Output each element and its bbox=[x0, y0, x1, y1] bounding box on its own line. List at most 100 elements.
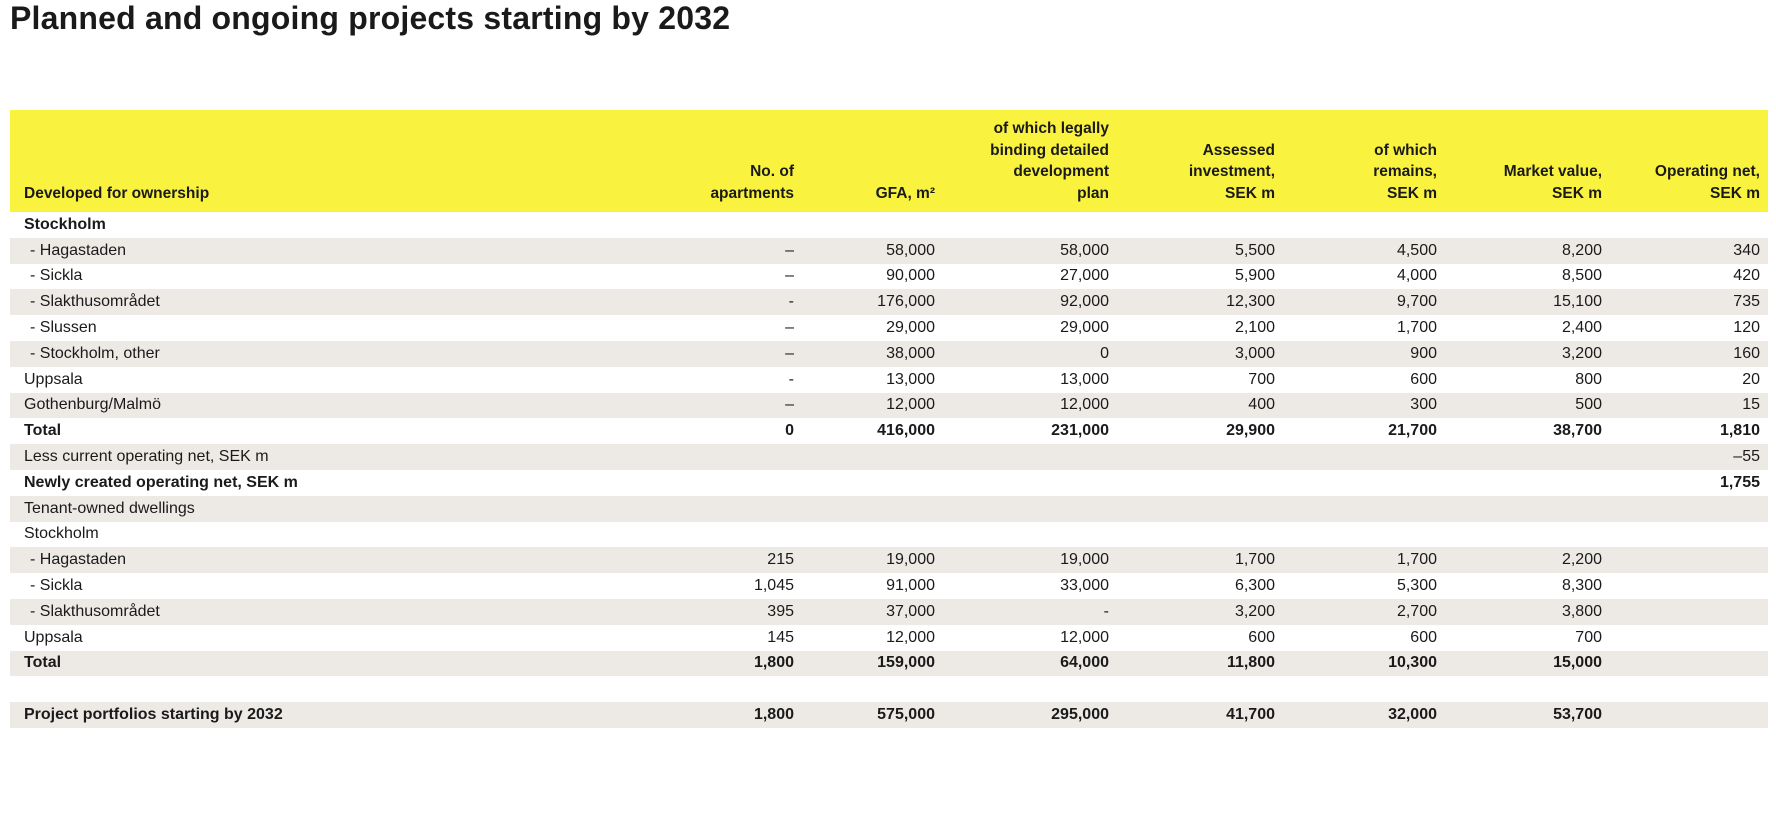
cell-of-which-remains: 600 bbox=[1410, 628, 1437, 646]
row-label: - Slussen bbox=[30, 319, 97, 337]
table-row: - Hagastaden 215 19,000 19,000 1,700 1,700 2,2… bbox=[10, 547, 1768, 574]
cell-legally-binding-plan bbox=[943, 496, 1117, 522]
cell-assessed-investment: 600 bbox=[1248, 628, 1275, 646]
table-row: - Stockholm, other – 38,000 0 3,000 900 3,200 1… bbox=[10, 340, 1768, 367]
cell-legally-binding-plan bbox=[943, 444, 1117, 470]
cell-legally-binding-plan: 19,000 bbox=[1060, 551, 1109, 569]
cell-gfa-m2: 91,000 bbox=[886, 577, 935, 595]
cell-gfa-m2 bbox=[802, 496, 943, 522]
cell-assessed-investment: 6,300 bbox=[1234, 577, 1275, 595]
table-row bbox=[10, 676, 1768, 702]
cell-assessed-investment: 2,100 bbox=[1234, 319, 1275, 337]
cell-legally-binding-plan bbox=[943, 522, 1117, 548]
cell-legally-binding-plan: 33,000 bbox=[1060, 577, 1109, 595]
cell-of-which-remains: 4,500 bbox=[1396, 241, 1437, 259]
cell-legally-binding-plan: 64,000 bbox=[1060, 654, 1109, 672]
cell-assessed-investment: 3,000 bbox=[1234, 344, 1275, 362]
table-row: Tenant-owned dwellings bbox=[10, 495, 1768, 522]
cell-gfa-m2: 58,000 bbox=[886, 241, 935, 259]
cell-of-which-remains bbox=[1283, 444, 1445, 470]
cell-market-value bbox=[1445, 676, 1610, 702]
cell-gfa-m2: 29,000 bbox=[886, 319, 935, 337]
cell-no-of-apartments: – bbox=[785, 267, 794, 285]
cell-of-which-remains: 900 bbox=[1410, 344, 1437, 362]
column-header-developed-for-ownership: Developed for ownership bbox=[10, 110, 648, 212]
cell-market-value: 38,700 bbox=[1553, 422, 1602, 440]
column-header-operating-net: Operating net, SEK m bbox=[1610, 110, 1768, 212]
cell-operating-net bbox=[1610, 599, 1768, 625]
row-label: Total bbox=[24, 422, 62, 440]
table-row: Total 0 416,000 231,000 29,900 21,700 38,700 1,… bbox=[10, 418, 1768, 444]
row-label: Stockholm bbox=[24, 525, 99, 543]
row-label: - Sickla bbox=[30, 267, 83, 285]
cell-assessed-investment bbox=[1117, 470, 1283, 496]
column-header-assessed-investment: Assessed investment, SEK m bbox=[1117, 110, 1283, 212]
cell-operating-net bbox=[1610, 573, 1768, 599]
cell-legally-binding-plan bbox=[943, 676, 1117, 702]
cell-no-of-apartments: 145 bbox=[767, 628, 794, 646]
row-label: - Stockholm, other bbox=[30, 344, 160, 362]
cell-operating-net: 15 bbox=[1742, 396, 1760, 414]
table-row: Total 1,800 159,000 64,000 11,800 10,300 15,00… bbox=[10, 650, 1768, 677]
cell-no-of-apartments bbox=[648, 522, 802, 548]
cell-gfa-m2: 176,000 bbox=[877, 293, 935, 311]
column-header-market-value: Market value, SEK m bbox=[1445, 110, 1610, 212]
cell-of-which-remains: 600 bbox=[1410, 370, 1437, 388]
cell-no-of-apartments: 1,800 bbox=[753, 706, 794, 724]
cell-of-which-remains: 5,300 bbox=[1396, 577, 1437, 595]
cell-operating-net bbox=[1610, 676, 1768, 702]
cell-of-which-remains: 10,300 bbox=[1388, 654, 1437, 672]
row-label: Uppsala bbox=[24, 628, 83, 646]
cell-gfa-m2: 90,000 bbox=[886, 267, 935, 285]
cell-operating-net bbox=[1610, 522, 1768, 548]
table-row: Gothenburg/Malmö – 12,000 12,000 400 300 500 15 bbox=[10, 392, 1768, 419]
cell-no-of-apartments: 215 bbox=[767, 551, 794, 569]
cell-market-value: 3,800 bbox=[1561, 602, 1602, 620]
cell-legally-binding-plan: 27,000 bbox=[1060, 267, 1109, 285]
table-row: - Slakthusområdet - 176,000 92,000 12,300 9,7… bbox=[10, 289, 1768, 316]
cell-no-of-apartments: - bbox=[788, 293, 794, 311]
cell-legally-binding-plan bbox=[943, 212, 1117, 238]
cell-legally-binding-plan: 92,000 bbox=[1060, 293, 1109, 311]
cell-gfa-m2: 12,000 bbox=[886, 628, 935, 646]
cell-gfa-m2: 416,000 bbox=[877, 422, 935, 440]
cell-no-of-apartments: – bbox=[785, 241, 794, 259]
cell-gfa-m2: 12,000 bbox=[886, 396, 935, 414]
cell-gfa-m2 bbox=[802, 470, 943, 496]
cell-operating-net bbox=[1610, 702, 1768, 728]
cell-assessed-investment: 700 bbox=[1248, 370, 1275, 388]
table-row: - Sickla 1,045 91,000 33,000 6,300 5,300 8,300 bbox=[10, 573, 1768, 599]
cell-operating-net: 20 bbox=[1742, 370, 1760, 388]
cell-gfa-m2 bbox=[802, 522, 943, 548]
column-header-gfa-m2: GFA, m² bbox=[802, 110, 943, 212]
cell-assessed-investment bbox=[1117, 212, 1283, 238]
table-header-row: Developed for ownership No. of apartments… bbox=[10, 110, 1768, 212]
row-label: - Hagastaden bbox=[30, 241, 127, 259]
row-label: Project portfolios starting by 2032 bbox=[24, 706, 283, 724]
cell-gfa-m2 bbox=[802, 444, 943, 470]
cell-no-of-apartments: – bbox=[785, 319, 794, 337]
cell-operating-net bbox=[1610, 625, 1768, 651]
cell-operating-net bbox=[1610, 212, 1768, 238]
cell-no-of-apartments: – bbox=[785, 344, 794, 362]
table-row: Uppsala - 13,000 13,000 700 600 800 20 bbox=[10, 367, 1768, 393]
table-row: Stockholm bbox=[10, 522, 1768, 548]
cell-legally-binding-plan: 295,000 bbox=[1051, 706, 1109, 724]
cell-gfa-m2: 38,000 bbox=[886, 344, 935, 362]
cell-market-value: 500 bbox=[1575, 396, 1602, 414]
cell-of-which-remains bbox=[1283, 522, 1445, 548]
cell-of-which-remains: 32,000 bbox=[1388, 706, 1437, 724]
table-row: - Sickla – 90,000 27,000 5,900 4,000 8,500 420 bbox=[10, 264, 1768, 290]
table-row: - Hagastaden – 58,000 58,000 5,500 4,500 8,200… bbox=[10, 237, 1768, 264]
cell-assessed-investment: 41,700 bbox=[1226, 706, 1275, 724]
row-label: Gothenburg/Malmö bbox=[24, 396, 161, 414]
cell-gfa-m2 bbox=[802, 676, 943, 702]
cell-market-value: 15,100 bbox=[1553, 293, 1602, 311]
cell-gfa-m2: 575,000 bbox=[877, 706, 935, 724]
row-label: - Hagastaden bbox=[30, 551, 127, 569]
cell-of-which-remains: 4,000 bbox=[1396, 267, 1437, 285]
cell-market-value: 2,400 bbox=[1561, 319, 1602, 337]
cell-gfa-m2: 19,000 bbox=[886, 551, 935, 569]
cell-market-value bbox=[1445, 496, 1610, 522]
column-header-legally-binding-plan: of which legally binding detailed develo… bbox=[943, 110, 1117, 212]
